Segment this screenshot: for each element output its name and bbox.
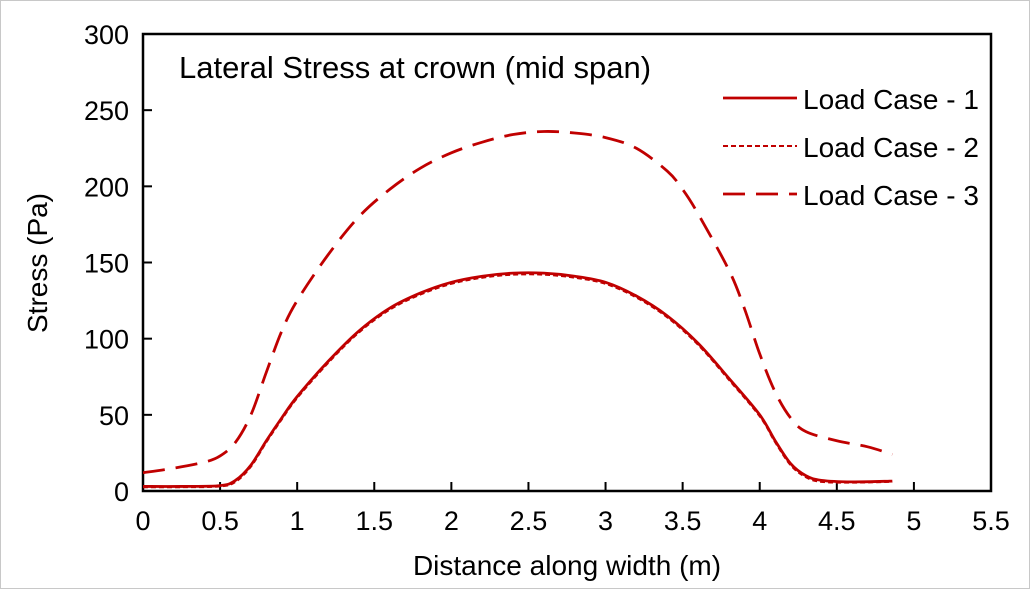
x-tick-label: 4.5 <box>818 506 856 536</box>
legend-label-load-case-3: Load Case - 3 <box>803 180 979 211</box>
x-tick-label: 5 <box>906 506 921 536</box>
x-tick-label: 0 <box>135 506 150 536</box>
y-tick-label: 250 <box>84 96 129 126</box>
x-tick-label: 0.5 <box>201 506 239 536</box>
x-tick-label: 2 <box>444 506 459 536</box>
legend: Load Case - 1 Load Case - 2 Load Case - 3 <box>723 84 979 211</box>
x-tick-labels: 0 0.5 1 1.5 2 2.5 3 3.5 4 4.5 5 5.5 <box>135 506 1009 536</box>
x-tick-label: 3.5 <box>664 506 702 536</box>
x-tick-label: 2.5 <box>510 506 548 536</box>
x-tick-label: 1 <box>290 506 305 536</box>
series-line-load-case-3 <box>142 130 893 475</box>
series-line-load-case-1 <box>142 271 893 488</box>
y-axis-label: Stress (Pa) <box>22 193 53 333</box>
y-tick-label: 200 <box>84 172 129 202</box>
x-tick-label: 3 <box>598 506 613 536</box>
legend-label-load-case-2: Load Case - 2 <box>803 132 979 163</box>
series-lines <box>142 130 893 489</box>
x-axis-label: Distance along width (m) <box>413 550 721 581</box>
y-tick-label: 0 <box>114 477 129 507</box>
y-tick-labels: 0 50 100 150 200 250 300 <box>84 20 129 507</box>
legend-label-load-case-1: Load Case - 1 <box>803 84 979 115</box>
x-tick-label: 4 <box>752 506 767 536</box>
y-tick-label: 150 <box>84 249 129 279</box>
x-tick-label: 5.5 <box>972 506 1010 536</box>
y-tick-label: 50 <box>99 401 129 431</box>
chart-title: Lateral Stress at crown (mid span) <box>179 50 651 85</box>
y-tick-label: 300 <box>84 20 129 50</box>
x-tick-label: 1.5 <box>355 506 393 536</box>
series-line-load-case-2 <box>142 273 893 489</box>
y-tick-label: 100 <box>84 325 129 355</box>
